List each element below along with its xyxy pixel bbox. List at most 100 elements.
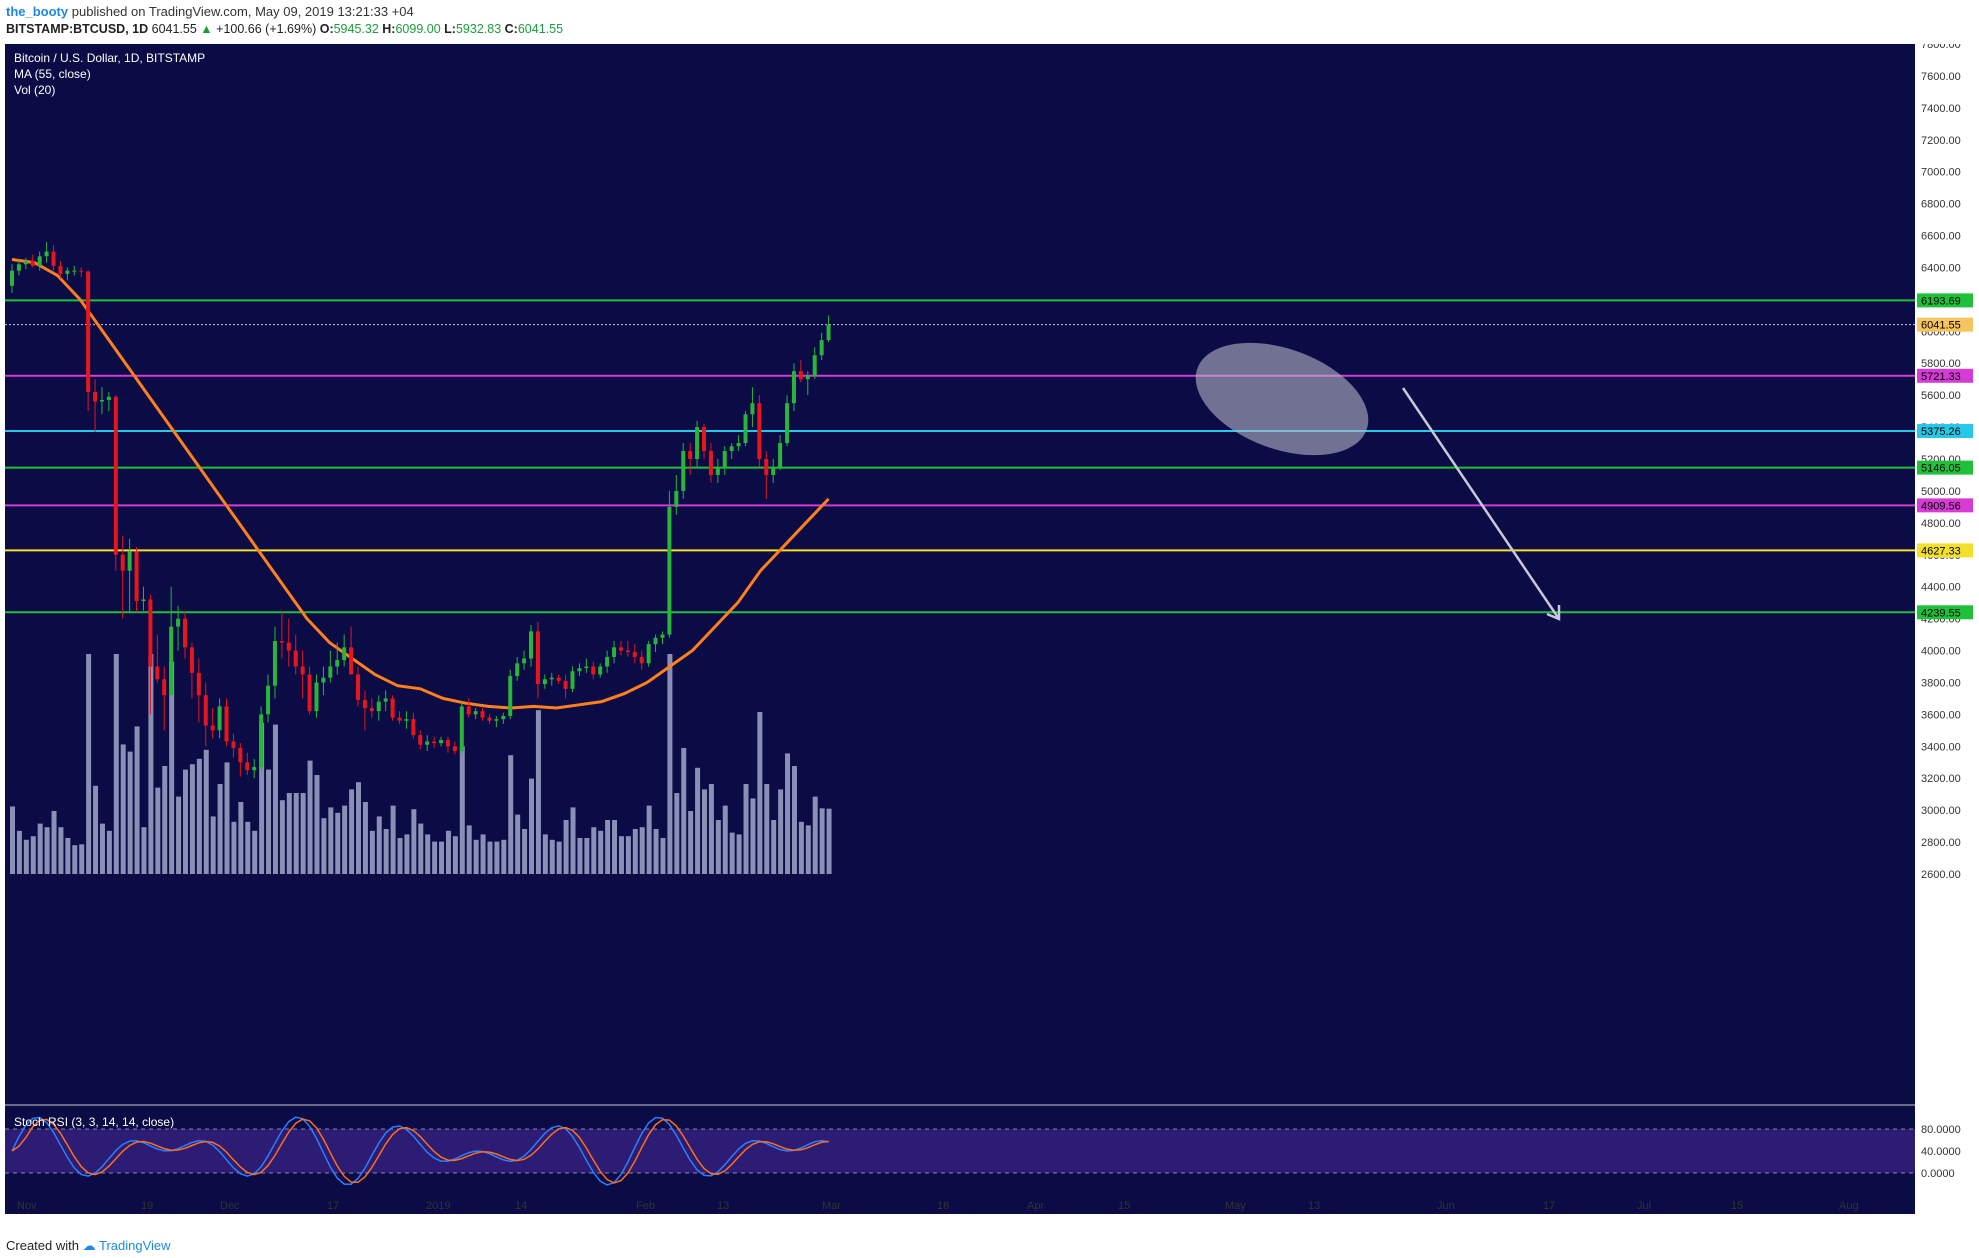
candle-body bbox=[632, 652, 637, 657]
volume-bar bbox=[515, 814, 521, 874]
chart-area[interactable]: 7800.00 7600.00 7400.00 7200.00 7000.00 6800.… bbox=[5, 39, 1975, 1254]
candle-body bbox=[217, 706, 222, 731]
volume-bar bbox=[646, 805, 652, 874]
candle-body bbox=[72, 270, 77, 272]
candle-body bbox=[639, 656, 644, 664]
candle-body bbox=[148, 599, 153, 667]
price-tick-label: 7800.00 bbox=[1921, 44, 1961, 51]
volume-bar bbox=[314, 775, 320, 874]
volume-bar bbox=[397, 838, 403, 874]
volume-bar bbox=[549, 839, 555, 874]
price-axis: 7800.00 7600.00 7400.00 7200.00 7000.00 6800.… bbox=[1917, 39, 1973, 1180]
volume-bar bbox=[570, 807, 576, 874]
time-tick-label: Aug bbox=[1839, 1200, 1859, 1212]
volume-bar bbox=[715, 820, 721, 874]
candle-body bbox=[58, 265, 63, 274]
candle-body bbox=[418, 735, 423, 745]
tradingview-brand[interactable]: TradingView bbox=[99, 1238, 171, 1253]
price-tick-label: 3800.00 bbox=[1921, 677, 1961, 689]
candle-body bbox=[549, 677, 554, 680]
candle-body bbox=[750, 403, 755, 415]
volume-bar bbox=[293, 793, 299, 874]
volume-bar bbox=[183, 769, 188, 874]
time-tick-label: 19 bbox=[141, 1200, 153, 1212]
volume-bar bbox=[356, 782, 361, 874]
price-chart[interactable]: 7800.00 7600.00 7400.00 7200.00 7000.00 6800.… bbox=[5, 39, 1975, 1234]
volume-bar bbox=[134, 726, 140, 874]
legend-volume: Vol (20) bbox=[14, 83, 55, 97]
candle-body bbox=[605, 656, 610, 667]
last-price: 6041.55 bbox=[151, 22, 197, 36]
candle-body bbox=[584, 666, 589, 669]
time-tick-label: 2019 bbox=[426, 1200, 450, 1212]
candle-body bbox=[452, 746, 457, 752]
candle-body bbox=[106, 396, 111, 400]
published-text: published on TradingView.com, May 09, 20… bbox=[71, 4, 414, 19]
candle-body bbox=[10, 270, 14, 286]
candle-body bbox=[702, 427, 706, 452]
volume-bar bbox=[819, 808, 825, 874]
candle-body bbox=[335, 660, 340, 667]
candle-body bbox=[791, 371, 796, 404]
price-tick-label: 4000.00 bbox=[1921, 646, 1961, 658]
volume-bar bbox=[667, 654, 673, 874]
volume-bar bbox=[342, 805, 348, 874]
volume-bar bbox=[812, 796, 818, 874]
volume-bar bbox=[508, 755, 514, 874]
candle-body bbox=[570, 671, 575, 689]
candle-body bbox=[612, 647, 617, 657]
volume-bar bbox=[210, 816, 216, 874]
level-tag bbox=[1917, 368, 1973, 383]
candle-body bbox=[321, 677, 326, 683]
open-value: 5945.32 bbox=[333, 22, 379, 36]
candle-body bbox=[134, 551, 139, 602]
volume-bar bbox=[605, 820, 611, 874]
price-tick-label: 7400.00 bbox=[1921, 103, 1961, 115]
volume-bar bbox=[736, 834, 742, 874]
candle-body bbox=[169, 626, 174, 696]
candle-body bbox=[383, 698, 388, 702]
candle-body bbox=[397, 717, 402, 721]
price-tick-label: 3200.00 bbox=[1921, 773, 1961, 785]
volume-bar bbox=[252, 830, 258, 874]
stoch-overbought-band bbox=[5, 1129, 1915, 1173]
up-arrow-icon: ▲ bbox=[200, 22, 213, 36]
volume-bar bbox=[30, 836, 36, 874]
level-tag bbox=[1917, 543, 1973, 558]
candle-body bbox=[715, 466, 720, 475]
forecast-arrow-line bbox=[1401, 387, 1561, 620]
volume-bar bbox=[501, 839, 507, 874]
volume-bar bbox=[556, 841, 562, 874]
candle-body bbox=[722, 451, 727, 467]
author-link[interactable]: the_booty bbox=[6, 4, 69, 19]
level-tag bbox=[1917, 498, 1973, 513]
volume-bar bbox=[480, 834, 486, 874]
candle-body bbox=[535, 631, 540, 685]
volume-bar bbox=[328, 807, 334, 874]
last-price-tag-label: 6041.55 bbox=[1921, 320, 1961, 332]
time-tick-label: Apr bbox=[1027, 1200, 1044, 1212]
close-value: 6041.55 bbox=[517, 22, 564, 36]
volume-bar bbox=[535, 710, 541, 874]
price-tick-label: 4400.00 bbox=[1921, 582, 1961, 594]
high-label: H: bbox=[382, 22, 396, 36]
price-tick-label: 3000.00 bbox=[1921, 805, 1961, 817]
price-tick-label: 6400.00 bbox=[1921, 262, 1961, 274]
legend-stoch-rsi: Stoch RSI (3, 3, 14, 14, close) bbox=[14, 1115, 174, 1129]
volume-bar bbox=[722, 805, 728, 874]
volume-bar bbox=[231, 821, 237, 874]
candle-body bbox=[203, 695, 208, 726]
volume-bar bbox=[584, 838, 590, 874]
candle-body bbox=[695, 427, 700, 459]
candle-body bbox=[390, 698, 395, 718]
volume-bar bbox=[99, 823, 105, 874]
legend: Bitcoin / U.S. Dollar, 1D, BITSTAMP MA (… bbox=[14, 51, 205, 1129]
candle-body bbox=[314, 682, 319, 712]
close-label: C: bbox=[504, 22, 518, 36]
volume-bar bbox=[369, 830, 375, 874]
level-tag-label: 5721.33 bbox=[1921, 371, 1961, 383]
volume-bar bbox=[376, 816, 382, 874]
candle-body bbox=[736, 443, 741, 447]
candle-body bbox=[356, 674, 360, 701]
high-value: 6099.00 bbox=[395, 22, 441, 36]
